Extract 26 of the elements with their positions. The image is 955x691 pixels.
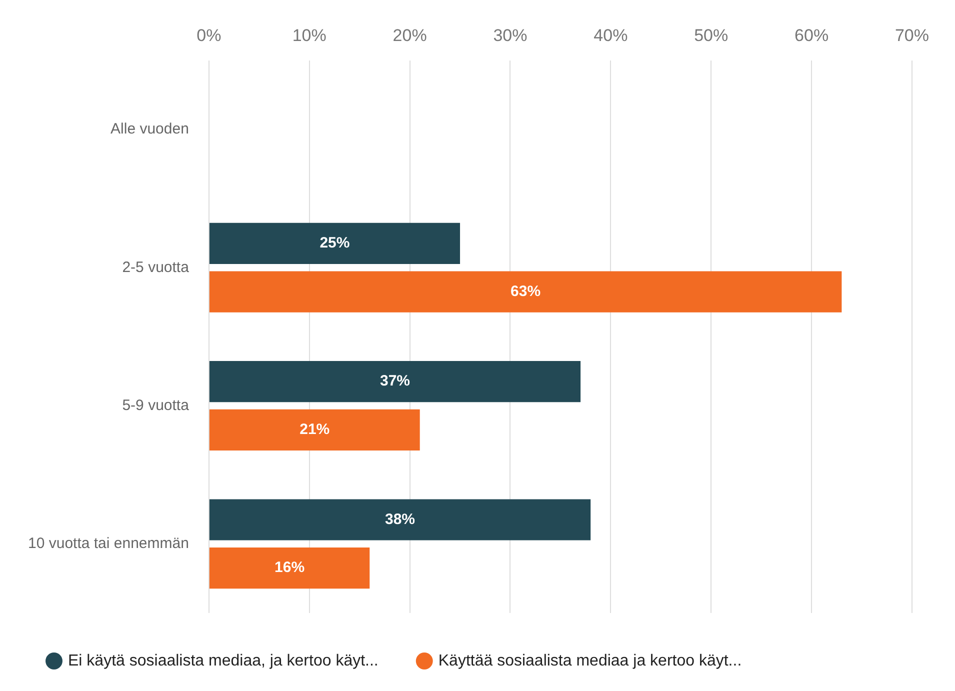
y-tick-label: Alle vuoden <box>110 120 189 138</box>
data-label: 63% <box>510 282 541 300</box>
y-tick-label: 5-9 vuotta <box>122 396 190 414</box>
x-tick-label: 70% <box>894 26 930 45</box>
data-label: 25% <box>320 234 350 252</box>
bar <box>209 409 420 450</box>
bar <box>209 361 581 402</box>
y-tick-label: 2-5 vuotta <box>122 258 190 276</box>
data-label: 21% <box>300 421 330 438</box>
x-tick-label: 20% <box>392 26 427 45</box>
x-tick-label: 30% <box>493 26 528 45</box>
legend-label: Ei käytä sosiaalista mediaa, ja kertoo käyt... <box>68 652 378 670</box>
data-label: 16% <box>274 559 305 576</box>
bar <box>209 548 370 589</box>
x-tick-label: 0% <box>196 26 222 45</box>
bar <box>209 499 591 540</box>
y-tick-label: 10 vuotta tai ennemmän <box>28 535 189 552</box>
bar <box>209 271 842 312</box>
data-label: 37% <box>380 372 410 390</box>
legend-label: Käyttää sosiaalista mediaa ja kertoo käyt... <box>438 652 742 670</box>
data-label: 38% <box>385 510 416 528</box>
bar <box>209 222 460 264</box>
x-tick-label: 10% <box>292 26 326 45</box>
x-tick-label: 50% <box>694 26 728 45</box>
x-tick-label: 40% <box>594 26 628 45</box>
x-tick-label: 60% <box>794 26 829 45</box>
